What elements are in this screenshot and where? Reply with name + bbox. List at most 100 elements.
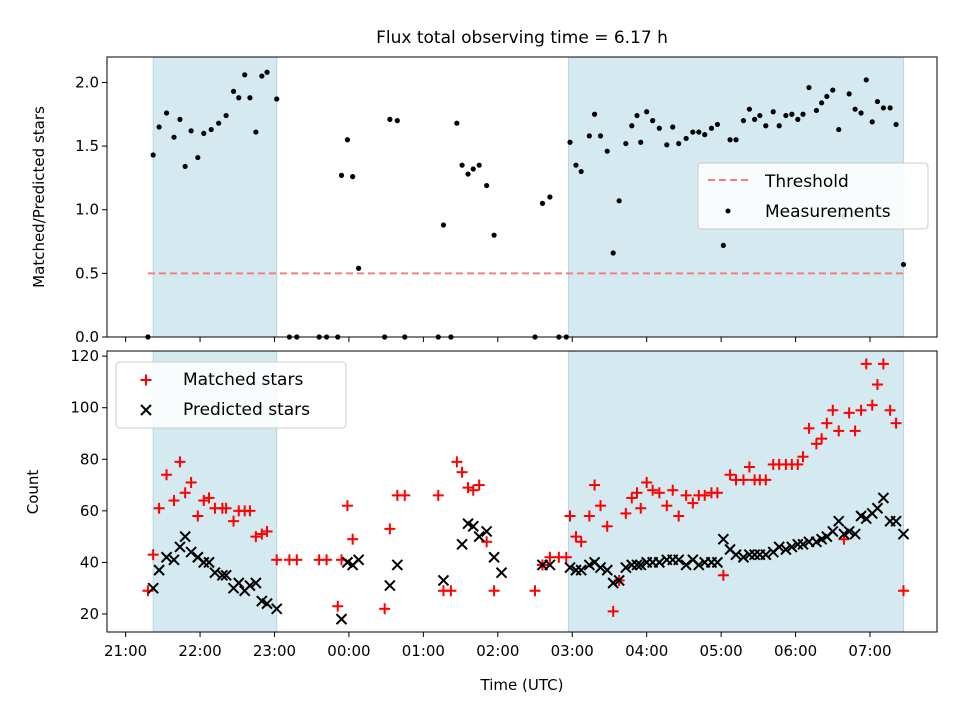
legend-predicted-label: Predicted stars	[183, 400, 310, 420]
cross-stroke	[462, 518, 474, 530]
predicted-star-point	[607, 577, 619, 589]
measurement-point	[208, 126, 214, 133]
cross-stroke	[730, 548, 742, 561]
cross-stroke	[792, 538, 804, 551]
predicted-star-point	[594, 561, 607, 574]
measurement-point	[887, 105, 893, 111]
predicted-star-point	[871, 502, 884, 514]
matched-star-point	[347, 533, 359, 545]
x-axis-label: Time (UTC)	[480, 676, 564, 694]
predicted-star-point	[174, 541, 186, 553]
x-tick-label: 06:00	[774, 642, 817, 660]
predicted-star-point	[626, 559, 638, 571]
predicted-star-point	[780, 543, 792, 556]
cross-stroke	[488, 551, 500, 563]
matched-star-point	[174, 456, 186, 468]
matched-star-point	[860, 358, 872, 370]
measurement-point	[356, 265, 362, 271]
predicted-star-point	[544, 559, 556, 571]
matched-star-point	[871, 379, 883, 391]
predicted-star-points	[147, 492, 910, 625]
matched-star-point	[488, 585, 500, 597]
matched-star-point	[673, 510, 685, 522]
cross-stroke	[827, 525, 839, 538]
cross-stroke	[849, 528, 861, 540]
measurement-point	[869, 119, 875, 125]
cross-stroke	[575, 564, 587, 576]
cross-stroke	[743, 548, 756, 561]
matched-star-point	[147, 549, 159, 561]
y-tick-label: 100	[70, 399, 99, 417]
matched-star-point	[261, 525, 273, 537]
x-tick-label: 23:00	[253, 642, 296, 660]
observing-interval-band	[153, 57, 277, 337]
measurement-point	[338, 172, 345, 178]
matched-star-point	[737, 474, 749, 486]
predicted-star-point	[760, 548, 772, 561]
predicted-star-point	[680, 559, 692, 571]
predicted-star-point	[613, 574, 625, 587]
matched-star-point	[661, 500, 673, 512]
predicted-star-point	[575, 564, 587, 576]
measurement-point	[800, 111, 806, 117]
y-tick-label: 20	[80, 605, 99, 623]
matched-star-point	[821, 417, 833, 429]
measurement-point	[586, 133, 592, 139]
matched-star-point	[680, 489, 692, 501]
matched-star-point	[467, 484, 479, 496]
matched-star-point	[631, 487, 643, 499]
measurement-point	[188, 128, 194, 134]
cross-stroke	[653, 556, 666, 569]
cross-stroke	[352, 554, 365, 566]
matched-star-point	[843, 407, 855, 419]
cross-stroke	[620, 561, 632, 574]
cross-stroke	[680, 559, 692, 571]
measurement-point	[720, 242, 726, 248]
predicted-star-point	[352, 554, 365, 566]
x-tick-label: 02:00	[476, 642, 519, 660]
measurement-point	[470, 166, 476, 172]
matched-star-point	[687, 497, 699, 509]
cross-stroke	[626, 559, 638, 571]
ratio-y-axis-label: Matched/Predicted stars	[30, 106, 48, 288]
measurement-point	[567, 139, 573, 145]
legend-matched-marker	[140, 374, 152, 386]
cross-stroke	[160, 551, 173, 563]
cross-stroke	[244, 579, 256, 592]
predicted-star-point	[827, 525, 839, 538]
matched-star-point	[203, 492, 215, 504]
matched-star-point	[198, 495, 210, 507]
matched-star-point	[760, 474, 772, 486]
measurement-point	[670, 124, 676, 130]
x-tick-label: 01:00	[402, 642, 445, 660]
measurement-point	[150, 152, 156, 158]
cross-stroke	[480, 525, 493, 538]
predicted-star-point	[653, 556, 666, 569]
cross-stroke	[687, 554, 699, 566]
predicted-star-point	[384, 579, 396, 592]
measurement-point	[795, 116, 801, 122]
matched-star-point	[717, 569, 729, 581]
matched-star-point	[797, 451, 809, 463]
measurement-point	[656, 125, 662, 131]
measurement-point	[573, 162, 579, 168]
matched-star-point	[816, 433, 828, 445]
cross-stroke	[855, 510, 867, 522]
cross-stroke	[179, 530, 191, 543]
matched-star-point	[810, 438, 822, 450]
legend-predicted-swatch	[140, 404, 152, 416]
predicted-star-point	[730, 548, 742, 561]
predicted-star-point	[250, 577, 262, 589]
matched-star-point	[890, 417, 902, 429]
cross-stroke	[391, 559, 404, 571]
matched-star-point	[589, 479, 601, 491]
measurement-point	[387, 116, 393, 122]
measurement-point	[702, 132, 708, 138]
cross-stroke	[174, 541, 186, 553]
measurement-point	[253, 129, 259, 135]
measurement-point	[216, 120, 222, 126]
measurement-point	[578, 168, 584, 175]
cross-stroke	[198, 556, 210, 569]
measurement-point	[634, 112, 640, 119]
